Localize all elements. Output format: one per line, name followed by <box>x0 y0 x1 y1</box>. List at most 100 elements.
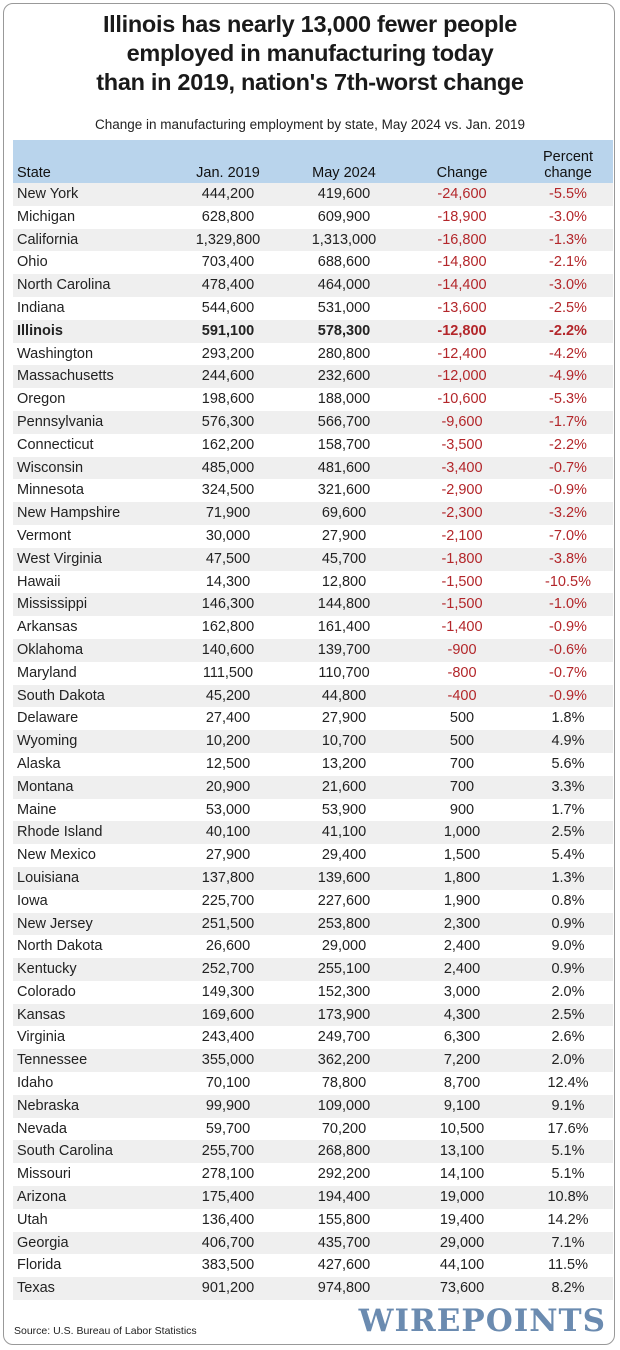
table-row: Maryland 111,500 110,700 -800 -0.7% <box>13 661 613 685</box>
cell-percent-change: -2.2% <box>549 436 587 453</box>
table-row: West Virginia 47,500 45,700 -1,800 -3.8% <box>13 547 613 571</box>
cell-percent-change: -0.9% <box>549 619 587 636</box>
title-line-3: than in 2019, nation's 7th-worst change <box>96 69 524 95</box>
cell-state: West Virginia <box>17 550 102 567</box>
cell-percent-change: -2.2% <box>549 322 587 339</box>
cell-change: -13,600 <box>437 299 487 316</box>
table-row: Nebraska 99,900 109,000 9,100 9.1% <box>13 1094 613 1118</box>
table-row: Tennessee 355,000 362,200 7,200 2.0% <box>13 1049 613 1073</box>
table-row: Georgia 406,700 435,700 29,000 7.1% <box>13 1231 613 1255</box>
cell-percent-change: 1.3% <box>551 869 585 886</box>
cell-may-2024: 1,313,000 <box>311 231 377 248</box>
cell-jan-2019: 175,400 <box>201 1189 255 1206</box>
cell-jan-2019: 576,300 <box>201 413 255 430</box>
cell-state: Connecticut <box>17 436 94 453</box>
cell-state: Louisiana <box>17 869 80 886</box>
cell-may-2024: 609,900 <box>317 208 371 225</box>
cell-change: 10,500 <box>439 1120 485 1137</box>
table-row: Indiana 544,600 531,000 -13,600 -2.5% <box>13 296 613 320</box>
cell-jan-2019: 244,600 <box>201 368 255 385</box>
cell-jan-2019: 99,900 <box>205 1097 251 1114</box>
cell-change: -2,300 <box>441 505 483 522</box>
table-row: Oklahoma 140,600 139,700 -900 -0.6% <box>13 638 613 662</box>
table-row: Rhode Island 40,100 41,100 1,000 2.5% <box>13 821 613 845</box>
cell-percent-change: -3.0% <box>549 208 587 225</box>
cell-may-2024: 41,100 <box>321 824 367 841</box>
cell-state: Illinois <box>17 322 63 339</box>
cell-percent-change: 2.5% <box>551 1006 585 1023</box>
cell-may-2024: 227,600 <box>317 892 371 909</box>
cell-change: 19,000 <box>439 1189 485 1206</box>
cell-state: Kentucky <box>17 961 77 978</box>
cell-jan-2019: 251,500 <box>201 915 255 932</box>
cell-change: 900 <box>449 801 475 818</box>
cell-jan-2019: 111,500 <box>202 664 254 681</box>
cell-percent-change: 11.5% <box>547 1257 589 1274</box>
cell-change: -14,800 <box>437 254 487 271</box>
cell-state: Ohio <box>17 254 48 271</box>
cell-may-2024: 566,700 <box>317 413 371 430</box>
cell-change: -3,400 <box>441 459 483 476</box>
cell-change: 7,200 <box>443 1052 481 1069</box>
cell-may-2024: 109,000 <box>317 1097 371 1114</box>
cell-state: Iowa <box>17 892 48 909</box>
cell-state: Nevada <box>17 1120 67 1137</box>
table-row: Washington 293,200 280,800 -12,400 -4.2% <box>13 342 613 366</box>
cell-change: 500 <box>449 733 475 750</box>
cell-jan-2019: 255,700 <box>201 1143 255 1160</box>
cell-may-2024: 139,700 <box>317 641 371 658</box>
cell-may-2024: 110,700 <box>318 664 370 681</box>
table-row: Iowa 225,700 227,600 1,900 0.8% <box>13 889 613 913</box>
cell-percent-change: 8.2% <box>551 1280 585 1297</box>
cell-jan-2019: 628,800 <box>201 208 255 225</box>
cell-change: 73,600 <box>439 1280 485 1297</box>
cell-state: Tennessee <box>17 1052 88 1069</box>
cell-may-2024: 688,600 <box>317 254 371 271</box>
cell-state: Colorado <box>17 983 76 1000</box>
cell-change: -9,600 <box>441 413 483 430</box>
table-row: Nevada 59,700 70,200 10,500 17.6% <box>13 1117 613 1141</box>
cell-change: -12,000 <box>437 368 487 385</box>
cell-change: 29,000 <box>439 1234 485 1251</box>
header-may-2024: May 2024 <box>312 165 376 181</box>
cell-percent-change: 2.0% <box>551 983 585 1000</box>
cell-change: 13,100 <box>439 1143 485 1160</box>
cell-may-2024: 12,800 <box>321 573 367 590</box>
cell-percent-change: -4.9% <box>549 368 587 385</box>
table-row: Wyoming 10,200 10,700 500 4.9% <box>13 730 613 753</box>
cell-may-2024: 78,800 <box>321 1075 367 1092</box>
table-row: Michigan 628,800 609,900 -18,900 -3.0% <box>13 205 613 229</box>
table-row: Arkansas 162,800 161,400 -1,400 -0.9% <box>13 616 613 639</box>
cell-state: Georgia <box>17 1234 69 1251</box>
cell-state: Nebraska <box>17 1097 80 1114</box>
cell-jan-2019: 383,500 <box>201 1257 255 1274</box>
cell-change: 1,000 <box>443 824 481 841</box>
cell-percent-change: 4.9% <box>551 733 585 750</box>
cell-change: -1,800 <box>441 550 483 567</box>
cell-may-2024: 435,700 <box>317 1234 371 1251</box>
table-row: Delaware 27,400 27,900 500 1.8% <box>13 707 613 731</box>
table-row: Hawaii 14,300 12,800 -1,500 -10.5% <box>13 570 613 594</box>
table-row: Kansas 169,600 173,900 4,300 2.5% <box>13 1003 613 1027</box>
cell-percent-change: -1.0% <box>549 596 587 613</box>
cell-change: -400 <box>447 687 477 704</box>
cell-may-2024: 139,600 <box>317 869 371 886</box>
table-header: State Jan. 2019 May 2024 Change Percent … <box>13 140 613 183</box>
cell-jan-2019: 30,000 <box>205 527 251 544</box>
cell-may-2024: 268,800 <box>317 1143 371 1160</box>
cell-change: -24,600 <box>437 186 487 202</box>
cell-change: -3,500 <box>441 436 483 453</box>
cell-may-2024: 321,600 <box>317 482 371 499</box>
table-row: Florida 383,500 427,600 44,100 11.5% <box>13 1254 613 1278</box>
cell-change: 6,300 <box>443 1029 481 1046</box>
table-row: New Jersey 251,500 253,800 2,300 0.9% <box>13 912 613 936</box>
cell-percent-change: 3.3% <box>551 778 585 795</box>
cell-state: South Dakota <box>17 687 105 704</box>
cell-state: Florida <box>17 1257 62 1274</box>
cell-may-2024: 13,200 <box>321 755 367 772</box>
cell-may-2024: 531,000 <box>317 299 371 316</box>
cell-change: -18,900 <box>437 208 487 225</box>
cell-may-2024: 280,800 <box>317 345 371 362</box>
cell-percent-change: -0.9% <box>549 482 587 499</box>
table-row: Pennsylvania 576,300 566,700 -9,600 -1.7% <box>13 410 613 434</box>
